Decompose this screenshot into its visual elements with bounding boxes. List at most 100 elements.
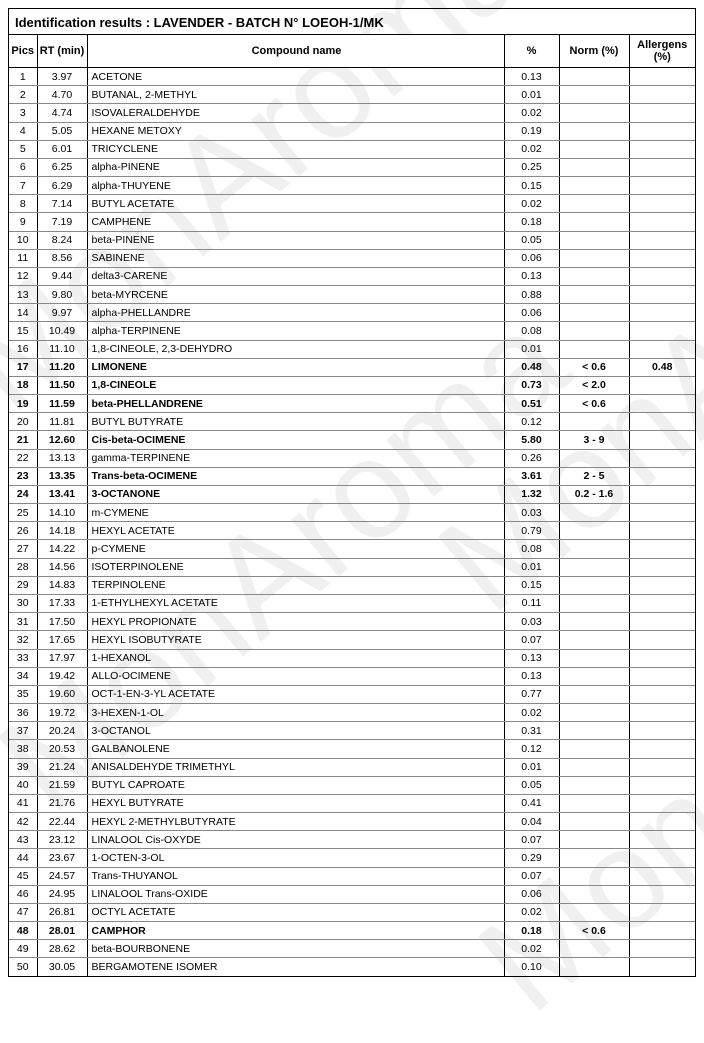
cell-norm: [559, 958, 629, 976]
cell-pics: 50: [9, 958, 37, 976]
cell-pct: 0.18: [504, 213, 559, 231]
table-row: 2714.22p-CYMENE0.08: [9, 540, 695, 558]
cell-pics: 39: [9, 758, 37, 776]
cell-rt: 9.44: [37, 267, 87, 285]
cell-pics: 47: [9, 903, 37, 921]
cell-norm: [559, 722, 629, 740]
cell-norm: [559, 704, 629, 722]
cell-name: 1,8-CINEOLE: [87, 376, 504, 394]
cell-rt: 28.62: [37, 940, 87, 958]
cell-norm: [559, 667, 629, 685]
cell-pct: 0.03: [504, 613, 559, 631]
cell-all: [629, 667, 695, 685]
cell-norm: [559, 813, 629, 831]
cell-pct: 0.41: [504, 794, 559, 812]
cell-all: [629, 740, 695, 758]
col-pics: Pics: [9, 35, 37, 68]
cell-name: BUTANAL, 2-METHYL: [87, 86, 504, 104]
col-pct: %: [504, 35, 559, 68]
cell-norm: 2 - 5: [559, 467, 629, 485]
cell-rt: 23.12: [37, 831, 87, 849]
cell-rt: 17.50: [37, 613, 87, 631]
cell-pct: 0.18: [504, 922, 559, 940]
cell-pct: 0.08: [504, 540, 559, 558]
cell-norm: < 0.6: [559, 395, 629, 413]
cell-pics: 6: [9, 158, 37, 176]
cell-norm: [559, 794, 629, 812]
table-row: 149.97alpha-PHELLANDRE0.06: [9, 304, 695, 322]
cell-name: alpha-PHELLANDRE: [87, 304, 504, 322]
cell-all: [629, 794, 695, 812]
cell-pct: 0.06: [504, 304, 559, 322]
cell-rt: 17.97: [37, 649, 87, 667]
table-row: 3519.60OCT-1-EN-3-YL ACETATE0.77: [9, 685, 695, 703]
cell-all: [629, 831, 695, 849]
cell-all: [629, 249, 695, 267]
cell-rt: 4.74: [37, 104, 87, 122]
cell-name: ISOVALERALDEHYDE: [87, 104, 504, 122]
cell-all: [629, 649, 695, 667]
cell-pics: 31: [9, 613, 37, 631]
cell-rt: 14.83: [37, 576, 87, 594]
cell-norm: [559, 558, 629, 576]
cell-name: ALLO-OCIMENE: [87, 667, 504, 685]
cell-name: p-CYMENE: [87, 540, 504, 558]
cell-pct: 0.03: [504, 504, 559, 522]
cell-pics: 9: [9, 213, 37, 231]
cell-rt: 21.59: [37, 776, 87, 794]
cell-all: [629, 522, 695, 540]
cell-rt: 24.57: [37, 867, 87, 885]
cell-norm: [559, 849, 629, 867]
cell-pct: 0.10: [504, 958, 559, 976]
cell-rt: 14.22: [37, 540, 87, 558]
cell-name: beta-PHELLANDRENE: [87, 395, 504, 413]
table-row: 2614.18HEXYL ACETATE0.79: [9, 522, 695, 540]
cell-rt: 6.29: [37, 177, 87, 195]
cell-rt: 28.01: [37, 922, 87, 940]
cell-pics: 27: [9, 540, 37, 558]
cell-pct: 0.26: [504, 449, 559, 467]
cell-norm: [559, 576, 629, 594]
cell-pct: 0.02: [504, 903, 559, 921]
cell-name: 1,8-CINEOLE, 2,3-DEHYDRO: [87, 340, 504, 358]
table-row: 66.25alpha-PINENE0.25: [9, 158, 695, 176]
cell-rt: 17.65: [37, 631, 87, 649]
table-row: 108.24beta-PINENE0.05: [9, 231, 695, 249]
cell-pct: 0.06: [504, 885, 559, 903]
cell-rt: 3.97: [37, 68, 87, 86]
table-row: 1611.101,8-CINEOLE, 2,3-DEHYDRO0.01: [9, 340, 695, 358]
cell-pct: 0.12: [504, 413, 559, 431]
cell-norm: [559, 504, 629, 522]
cell-pics: 2: [9, 86, 37, 104]
cell-norm: [559, 758, 629, 776]
cell-pct: 0.02: [504, 104, 559, 122]
cell-pct: 0.02: [504, 140, 559, 158]
table-row: 87.14BUTYL ACETATE0.02: [9, 195, 695, 213]
cell-norm: [559, 594, 629, 612]
cell-pct: 0.02: [504, 940, 559, 958]
table-row: 1510.49alpha-TERPINENE0.08: [9, 322, 695, 340]
cell-name: OCT-1-EN-3-YL ACETATE: [87, 685, 504, 703]
cell-pics: 17: [9, 358, 37, 376]
cell-norm: [559, 413, 629, 431]
cell-rt: 7.14: [37, 195, 87, 213]
cell-pics: 7: [9, 177, 37, 195]
cell-name: 3-OCTANONE: [87, 485, 504, 503]
cell-pct: 0.15: [504, 177, 559, 195]
cell-rt: 5.05: [37, 122, 87, 140]
cell-all: [629, 195, 695, 213]
cell-norm: [559, 231, 629, 249]
cell-rt: 19.72: [37, 704, 87, 722]
cell-pct: 0.25: [504, 158, 559, 176]
cell-all: [629, 158, 695, 176]
cell-pct: 0.12: [504, 740, 559, 758]
table-row: 2514.10m-CYMENE0.03: [9, 504, 695, 522]
cell-all: [629, 885, 695, 903]
cell-pics: 21: [9, 431, 37, 449]
cell-norm: [559, 213, 629, 231]
cell-pct: 0.51: [504, 395, 559, 413]
cell-pct: 0.31: [504, 722, 559, 740]
cell-all: [629, 558, 695, 576]
cell-rt: 9.97: [37, 304, 87, 322]
cell-rt: 19.42: [37, 667, 87, 685]
